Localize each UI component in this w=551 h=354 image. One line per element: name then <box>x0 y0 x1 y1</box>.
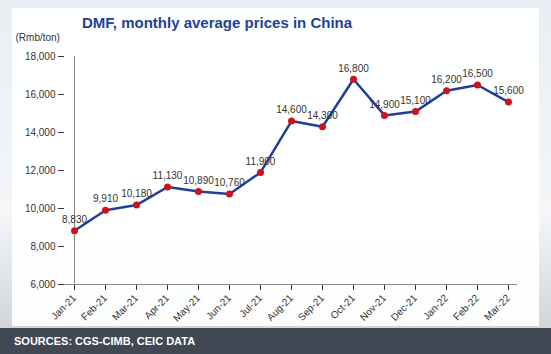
svg-text:9,910: 9,910 <box>93 193 118 204</box>
svg-text:10,180: 10,180 <box>121 188 152 199</box>
svg-text:Jan-22: Jan-22 <box>421 292 451 322</box>
svg-text:8,000: 8,000 <box>30 241 55 252</box>
svg-text:16,800: 16,800 <box>338 63 369 74</box>
svg-text:11,900: 11,900 <box>246 156 276 167</box>
svg-text:14,000: 14,000 <box>25 127 56 138</box>
svg-text:Mar-22: Mar-22 <box>482 292 512 322</box>
svg-text:16,500: 16,500 <box>462 68 493 79</box>
svg-text:Feb-22: Feb-22 <box>451 292 481 322</box>
svg-text:May-21: May-21 <box>171 292 203 324</box>
svg-text:Feb-21: Feb-21 <box>79 292 109 322</box>
html-text:SOURCES: CGS-CIMB, CEIC DATA: SOURCES: CGS-CIMB, CEIC DATA <box>14 335 196 347</box>
svg-text:10,760: 10,760 <box>214 177 245 188</box>
svg-text:12,000: 12,000 <box>25 165 56 176</box>
svg-text:Apr-21: Apr-21 <box>142 292 171 321</box>
svg-text:15,100: 15,100 <box>400 95 431 106</box>
svg-text:6,000: 6,000 <box>30 279 55 290</box>
html-text:DMF, monthly average prices in: DMF, monthly average prices in China <box>82 14 353 31</box>
svg-text:11,130: 11,130 <box>153 170 183 181</box>
svg-text:14,600: 14,600 <box>276 104 307 115</box>
svg-text:Dec-21: Dec-21 <box>389 292 420 323</box>
svg-text:Sep-21: Sep-21 <box>296 292 327 323</box>
svg-text:Oct-21: Oct-21 <box>328 292 357 321</box>
svg-text:10,890: 10,890 <box>183 175 214 186</box>
svg-text:Nov-21: Nov-21 <box>358 292 389 323</box>
svg-text:15,600: 15,600 <box>493 85 524 96</box>
svg-text:14,900: 14,900 <box>369 99 400 110</box>
svg-text:Jan-21: Jan-21 <box>49 292 79 322</box>
svg-text:8,830: 8,830 <box>62 214 87 225</box>
svg-text:10,000: 10,000 <box>25 203 56 214</box>
svg-text:Jul-21: Jul-21 <box>237 292 264 319</box>
svg-text:Aug-21: Aug-21 <box>265 292 296 323</box>
svg-text:Jun-21: Jun-21 <box>204 292 234 322</box>
svg-text:14,300: 14,300 <box>307 110 338 121</box>
svg-text:16,000: 16,000 <box>25 89 56 100</box>
svg-text:(Rmb/ton): (Rmb/ton) <box>16 32 60 43</box>
svg-text:18,000: 18,000 <box>25 51 56 62</box>
svg-text:16,200: 16,200 <box>431 74 462 85</box>
svg-text:Mar-21: Mar-21 <box>110 292 140 322</box>
